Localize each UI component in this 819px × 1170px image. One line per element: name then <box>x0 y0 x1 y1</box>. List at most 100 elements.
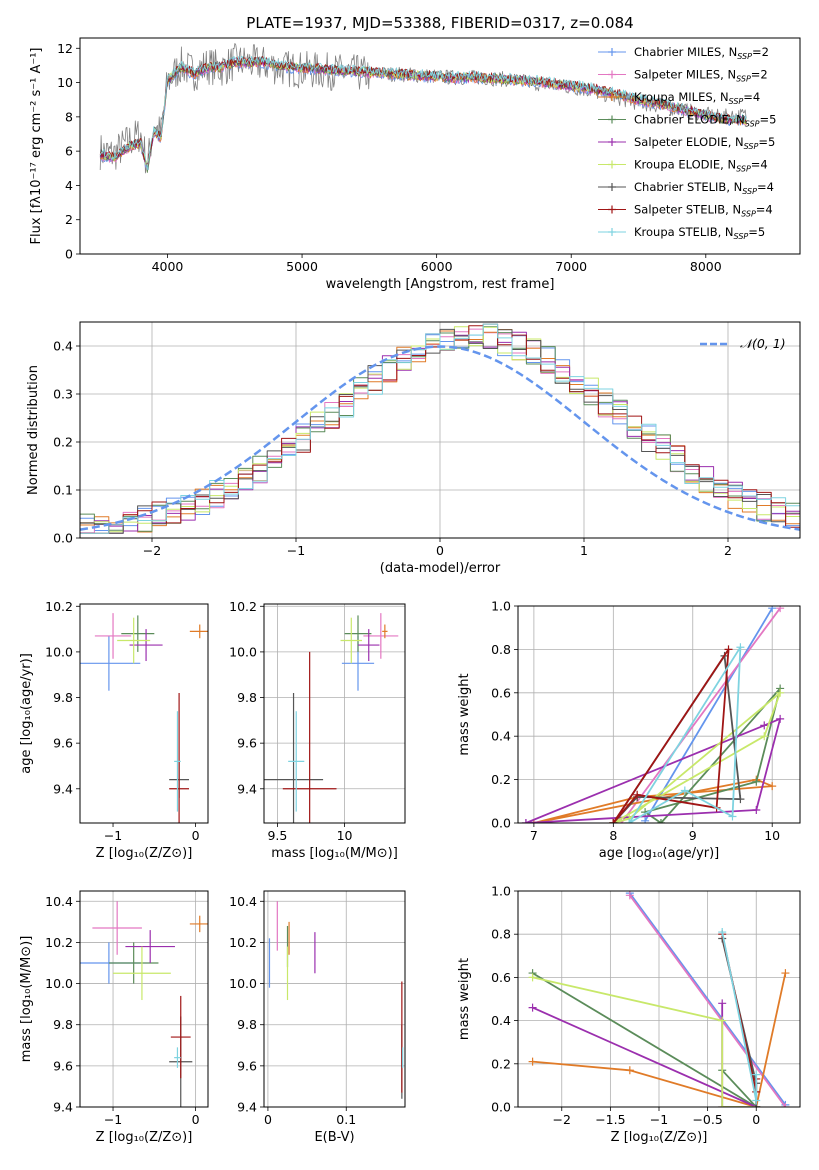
plus-marker <box>656 819 665 823</box>
plus-marker <box>608 160 616 169</box>
legend: Chabrier MILES, NSSP=2 Salpeter MILES, NS… <box>598 45 776 241</box>
y-tick-label: 0.4 <box>53 339 73 354</box>
plus-marker <box>752 777 761 786</box>
y-tick-label: 9.6 <box>53 736 73 751</box>
x-tick-label: 0 <box>752 1112 760 1127</box>
mass-weight-line <box>620 607 781 823</box>
x-tick-label: 0 <box>436 543 444 558</box>
x-tick-label: −2 <box>143 543 161 558</box>
plus-marker <box>781 969 790 978</box>
mass-weight-line <box>532 972 787 1107</box>
x-tick-label: −1 <box>104 1112 122 1127</box>
plus-marker <box>781 1103 790 1107</box>
y-tick-label: 10.0 <box>45 644 73 659</box>
x-tick-label: 9.5 <box>267 828 287 843</box>
y-tick-label: 0.4 <box>491 1013 511 1028</box>
legend-label: Salpeter ELODIE, NSSP=5 <box>634 135 775 151</box>
plus-marker <box>718 999 727 1008</box>
axes-frame <box>263 890 406 1108</box>
axes-frame <box>79 890 209 1108</box>
y-tick-label: 0.2 <box>53 435 73 450</box>
y-tick-label: 1.0 <box>491 884 511 899</box>
x-axis-label: (data-model)/error <box>380 561 501 576</box>
x-tick-label: 7 <box>530 828 538 843</box>
y-tick-label: 10.4 <box>45 894 73 909</box>
plus-marker <box>608 138 616 146</box>
y-tick-label: 0.4 <box>491 729 511 744</box>
x-tick-label: 0 <box>264 1112 272 1127</box>
plot-area <box>80 323 800 534</box>
plus-marker <box>728 812 737 821</box>
y-tick-label: 10.0 <box>229 644 257 659</box>
y-tick-label: 10.2 <box>229 935 257 950</box>
y-tick-label: 0 <box>65 247 73 262</box>
plus-marker <box>528 973 537 982</box>
y-axis-label: age [log₁₀(age/yr)] <box>19 653 34 774</box>
plus-marker <box>724 645 733 654</box>
axes-frame <box>517 605 801 824</box>
y-tick-label: 9.4 <box>53 781 73 796</box>
plus-marker <box>776 606 785 613</box>
plus-marker <box>608 93 616 101</box>
x-axis-label: E(B-V) <box>314 1130 354 1145</box>
plus-marker <box>718 928 727 937</box>
x-axis-label: wavelength [Angstrom, rest frame] <box>326 277 555 292</box>
y-tick-label: 9.4 <box>237 781 257 796</box>
y-tick-label: 10.4 <box>229 894 257 909</box>
y-tick-label: 9.4 <box>53 1100 73 1115</box>
plus-marker <box>752 1070 761 1079</box>
y-tick-label: 0.8 <box>491 927 511 942</box>
plus-marker <box>609 819 618 823</box>
y-tick-label: 0.0 <box>491 816 511 831</box>
plus-marker <box>625 1066 634 1075</box>
y-tick-label: 10.0 <box>229 976 257 991</box>
y-tick-label: 8 <box>65 109 73 124</box>
x-tick-label: 8 <box>609 828 617 843</box>
y-tick-label: 9.8 <box>53 690 73 705</box>
y-tick-label: 0.0 <box>491 1100 511 1115</box>
mass-weight-line <box>644 607 773 822</box>
y-axis-label: mass weight <box>457 673 472 755</box>
x-tick-label: 6000 <box>421 259 453 274</box>
panel-massweight_vs_age: 7 8 9 10 0.0 0.2 0.4 0.6 0.8 1.0 age [log₁₀(age/yr… <box>457 599 801 861</box>
y-tick-label: 9.8 <box>237 690 257 705</box>
x-tick-label: −2 <box>553 1112 571 1127</box>
panel-age_vs_Z: −1 0 9.4 9.6 9.8 10.0 10.2 Z [log₁₀(Z/Z⊙)] age [… <box>19 599 209 861</box>
y-tick-label: 9.4 <box>237 1100 257 1115</box>
x-tick-label: 0 <box>192 828 200 843</box>
plus-marker <box>768 782 777 791</box>
panel-age_vs_mass: 9.5 10 9.4 9.6 9.8 10.0 10.2 mass [log₁₀(M/M⊙)] <box>229 599 406 861</box>
plus-marker <box>608 48 616 56</box>
plot-area <box>80 613 208 823</box>
plus-marker <box>718 1103 727 1107</box>
plus-marker <box>608 205 616 214</box>
x-tick-label: 1 <box>580 543 588 558</box>
y-tick-label: 9.8 <box>53 1017 73 1032</box>
y-axis-label: mass [log₁₀(M/M⊙)] <box>19 936 34 1063</box>
plus-marker <box>528 1057 537 1066</box>
plus-marker <box>528 1003 537 1012</box>
x-tick-label: 0 <box>192 1112 200 1127</box>
x-tick-label: −0.5 <box>692 1112 722 1127</box>
normal-curve <box>80 345 800 531</box>
legend-label: Chabrier MILES, NSSP=2 <box>634 45 769 61</box>
plus-marker <box>680 786 689 795</box>
plus-marker <box>641 816 650 823</box>
x-tick-label: −1 <box>650 1112 668 1127</box>
y-tick-label: 10 <box>57 75 73 90</box>
y-tick-label: 9.6 <box>53 1058 73 1073</box>
plus-marker <box>608 228 616 236</box>
y-tick-label: 10.2 <box>45 935 73 950</box>
plot-area <box>80 901 208 1107</box>
y-tick-label: 4 <box>65 178 73 193</box>
legend-label: Kroupa MILES, NSSP=4 <box>634 90 760 106</box>
figure-title: PLATE=1937, MJD=53388, FIBERID=0317, z=0… <box>246 14 633 32</box>
x-axis-label: Z [log₁₀(Z/Z⊙)] <box>96 846 193 861</box>
legend-label: Salpeter MILES, NSSP=2 <box>634 68 768 84</box>
y-axis-label: Normed distribution <box>26 365 41 495</box>
y-tick-label: 9.6 <box>237 736 257 751</box>
mass-weight-line <box>629 894 787 1107</box>
x-tick-label: 4000 <box>152 259 184 274</box>
plot-area <box>268 901 404 1099</box>
y-tick-label: 10.0 <box>45 976 73 991</box>
